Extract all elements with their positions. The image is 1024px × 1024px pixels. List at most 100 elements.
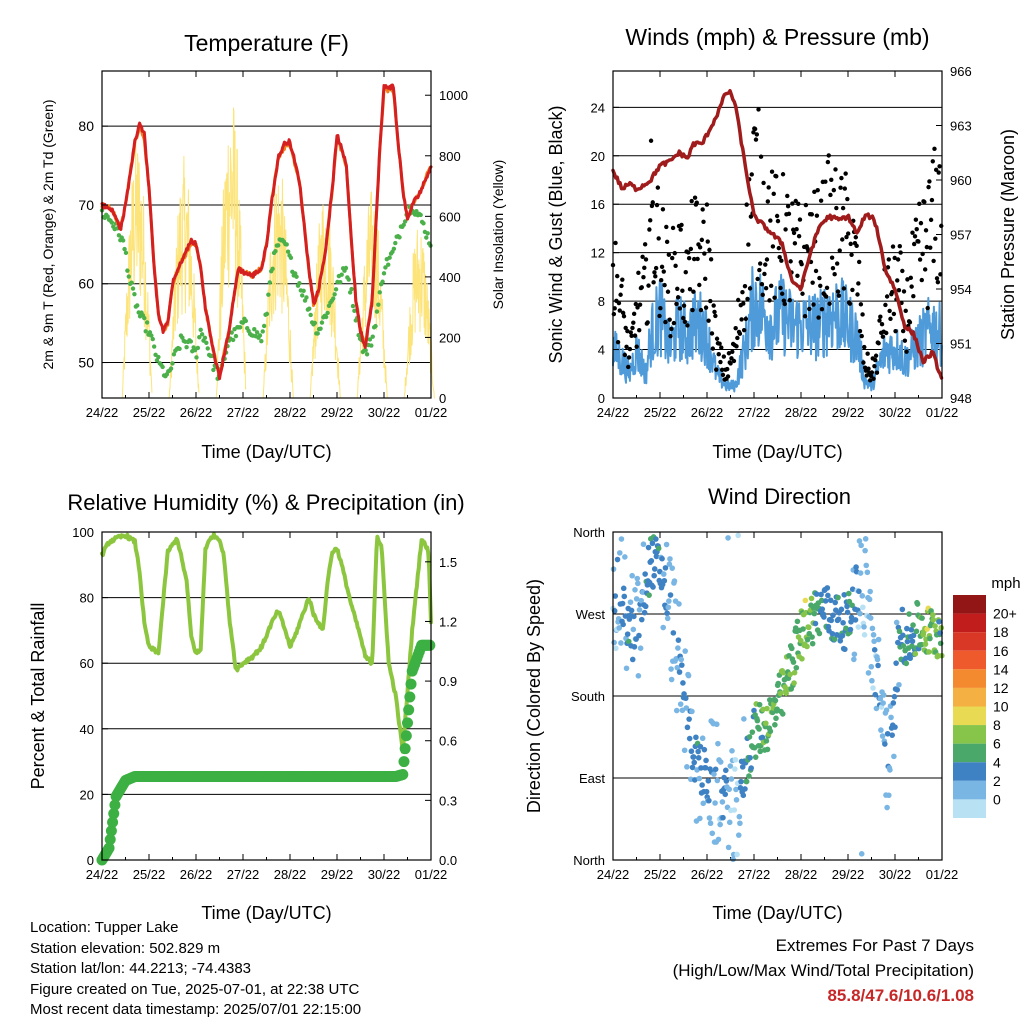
direction-point: [695, 754, 702, 761]
direction-point: [858, 542, 864, 549]
temp-y2tick-label: 400: [439, 270, 461, 285]
direction-point: [748, 765, 754, 771]
direction-point: [699, 735, 706, 742]
wind-gust-point: [840, 237, 845, 242]
rh-xtick-label: 28/22: [274, 867, 307, 882]
wind-gust-point: [659, 277, 664, 283]
direction-point: [842, 646, 848, 653]
direction-point: [620, 585, 627, 592]
direction-point: [840, 619, 846, 626]
dewpoint-point: [325, 310, 330, 316]
direction-point: [723, 778, 730, 784]
wind-gust-point: [769, 169, 775, 174]
wind-gust-point: [895, 278, 900, 283]
precip-point: [399, 743, 411, 755]
rh-xtick-label: 24/22: [86, 867, 119, 882]
speed-legend-label: 2: [993, 773, 1001, 789]
wind-xlabel: Time (Day/UTC): [712, 442, 842, 462]
wind-gust-point: [919, 277, 924, 283]
dewpoint-point: [237, 325, 243, 330]
wind-gust-point: [706, 318, 711, 323]
wind-gust-point: [615, 339, 621, 345]
direction-point: [851, 651, 858, 658]
wind-gust-point: [670, 225, 676, 231]
dewpoint-point: [264, 311, 270, 317]
dir-ytick-label: West: [576, 607, 606, 622]
direction-point: [621, 593, 628, 600]
speed-legend-swatch: [953, 799, 986, 818]
rh-ytick-label: 80: [80, 591, 94, 606]
wind-gust-point: [757, 267, 762, 273]
dewpoint-point: [230, 337, 236, 343]
wind-gust-point: [709, 331, 715, 336]
temp-xtick-label: 24/22: [86, 405, 119, 420]
direction-point: [772, 697, 779, 704]
dewpoint-point: [347, 290, 353, 295]
dewpoint-point: [323, 314, 329, 320]
wind-gust-point: [675, 286, 680, 292]
dewpoint-point: [261, 323, 267, 329]
direction-point: [700, 800, 707, 807]
wind-gust-point: [790, 201, 795, 206]
direction-point: [872, 691, 879, 698]
dewpoint-point: [171, 352, 177, 357]
wind-gust-point: [838, 185, 843, 190]
dewpoint-point: [149, 333, 154, 338]
wind-gust-point: [769, 283, 774, 289]
direction-point: [764, 705, 770, 712]
rh-y2tick-label: 1.2: [439, 614, 457, 629]
rh-ytick-label: 60: [80, 656, 94, 671]
direction-point: [827, 597, 834, 604]
dewpoint-point: [315, 331, 320, 336]
direction-point: [648, 558, 655, 564]
direction-point: [832, 599, 839, 606]
direction-point: [671, 578, 678, 584]
dewpoint-point: [363, 348, 368, 353]
wind-gust-point: [627, 346, 633, 352]
wind-gust-point: [917, 201, 922, 207]
direction-point: [871, 638, 877, 645]
wind-gust-point: [739, 317, 744, 322]
direction-point: [777, 690, 784, 697]
direction-point: [759, 734, 766, 741]
direction-point: [677, 701, 684, 707]
wind-gust-point: [618, 292, 623, 297]
wind-gust-point: [930, 159, 935, 164]
wind-gust-point: [649, 203, 655, 209]
wind-gust-point: [854, 243, 859, 249]
wind-ytick-label: 20: [591, 149, 605, 164]
wind-gust-point: [700, 207, 705, 212]
wind-gust-point: [876, 341, 881, 346]
direction-point: [847, 626, 854, 633]
wind-gust-point: [890, 244, 896, 249]
dewpoint-point: [156, 354, 161, 360]
direction-point: [885, 792, 892, 799]
dewpoint-point: [160, 364, 165, 370]
wind-gust-point: [922, 199, 927, 205]
wind-gust-point: [783, 227, 788, 232]
wind-gust-point: [929, 197, 935, 203]
dewpoint-point: [276, 243, 281, 248]
direction-point: [856, 538, 863, 544]
dewpoint-point: [318, 326, 323, 331]
direction-point: [848, 618, 854, 625]
speed-legend-label: 14: [993, 661, 1009, 677]
wind-gust-point: [795, 273, 800, 279]
direction-point: [775, 680, 782, 687]
wind-gust-point: [650, 200, 655, 205]
wind-gust-point: [823, 294, 829, 299]
wind-gust-point: [830, 265, 836, 271]
direction-point: [660, 571, 667, 577]
direction-point: [631, 644, 638, 650]
wind-gust-point: [834, 261, 840, 266]
direction-point: [873, 705, 880, 712]
direction-point: [662, 565, 669, 571]
dewpoint-point: [339, 272, 344, 277]
wind-gust-point: [617, 308, 622, 313]
created-text: Figure created on Tue, 2025-07-01, at 22…: [30, 980, 360, 998]
wind-gust-point: [813, 268, 819, 274]
wind-gust-point: [683, 270, 688, 275]
wind-gust-point: [787, 298, 793, 303]
wind-gust-point: [740, 290, 745, 295]
direction-point: [899, 606, 906, 613]
